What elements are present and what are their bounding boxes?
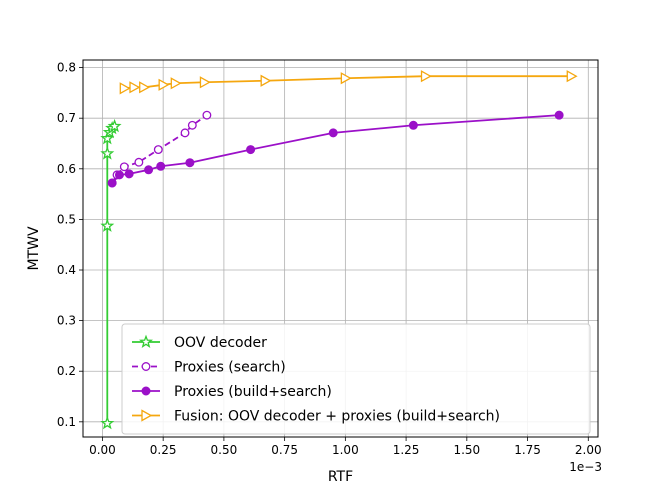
legend-label: Proxies (search) [174, 360, 286, 376]
data-point [134, 157, 144, 167]
legend-label: Proxies (build+search) [174, 384, 332, 400]
y-tick-label: 0.1 [57, 415, 76, 429]
data-point [170, 77, 182, 90]
legend: OOV decoder Proxies (search) Proxies (buil… [121, 323, 591, 435]
legend-box [121, 323, 591, 435]
data-point [124, 169, 134, 179]
data-point [180, 128, 190, 138]
x-tick-label: 0.75 [271, 443, 298, 457]
data-point [100, 218, 115, 232]
data-point [156, 161, 166, 171]
legend-label: OOV decoder [174, 335, 267, 351]
series-1 [100, 118, 122, 430]
legend-marker [141, 386, 151, 396]
data-point [199, 76, 211, 89]
data-point [202, 110, 212, 120]
series-line [111, 114, 560, 184]
x-tick-label: 2.00 [575, 443, 602, 457]
ticks: 0.00 0.25 0.50 0.75 1.00 1.25 1.50 1.75 2.00 0.1 0… [57, 61, 602, 457]
x-axis-label: RTF [328, 469, 353, 485]
data-point [100, 415, 115, 430]
data-point [185, 158, 195, 168]
data-point [554, 110, 564, 120]
data-point [119, 162, 129, 172]
data-point [187, 120, 197, 130]
data-point [566, 70, 578, 83]
data-point [100, 146, 115, 160]
x-tick-label: 1.00 [332, 443, 359, 457]
data-point [260, 74, 272, 87]
data-point [153, 145, 163, 155]
x-tick-label: 1.25 [393, 443, 420, 457]
data-point [328, 128, 338, 138]
y-tick-label: 0.4 [57, 263, 76, 277]
y-tick-label: 0.8 [57, 61, 76, 75]
data-point [144, 165, 154, 175]
y-axis-label: MTWV [26, 226, 42, 270]
x-tick-label: 0.00 [89, 443, 116, 457]
legend-entry: Proxies (search) [132, 360, 286, 376]
data-point [107, 178, 117, 188]
data-point [107, 118, 122, 133]
y-tick-label: 0.5 [57, 212, 76, 226]
series-layer [100, 70, 578, 430]
legend-marker [141, 409, 153, 422]
legend-marker [141, 362, 151, 371]
x-tick-label: 0.25 [150, 443, 177, 457]
y-tick-label: 0.7 [57, 111, 76, 125]
data-point [340, 72, 352, 85]
data-point [114, 170, 124, 180]
data-point [100, 131, 115, 145]
data-point [129, 81, 141, 94]
x-tick-label: 1.75 [514, 443, 541, 457]
y-tick-label: 0.3 [57, 314, 76, 328]
series-3 [107, 110, 564, 188]
data-point [119, 82, 131, 95]
legend-entry: Fusion: OOV decoder + proxies (build+sea… [132, 409, 500, 425]
legend-entry: OOV decoder [132, 334, 267, 351]
data-point [139, 81, 151, 94]
legend-label: Fusion: OOV decoder + proxies (build+sea… [174, 409, 500, 425]
y-tick-label: 0.6 [57, 162, 76, 176]
legend-entry: Proxies (build+search) [132, 384, 332, 400]
plot-frame [82, 59, 599, 438]
x-tick-label: 0.50 [211, 443, 238, 457]
x-tick-label: 1.50 [453, 443, 480, 457]
x-axis-offset-text: 1e−3 [569, 460, 602, 474]
data-point [420, 70, 432, 83]
y-tick-label: 0.2 [57, 364, 76, 378]
legend-marker [139, 334, 153, 348]
data-point [246, 145, 256, 155]
data-point [158, 78, 170, 91]
data-point [408, 120, 418, 130]
series-4 [119, 70, 578, 95]
